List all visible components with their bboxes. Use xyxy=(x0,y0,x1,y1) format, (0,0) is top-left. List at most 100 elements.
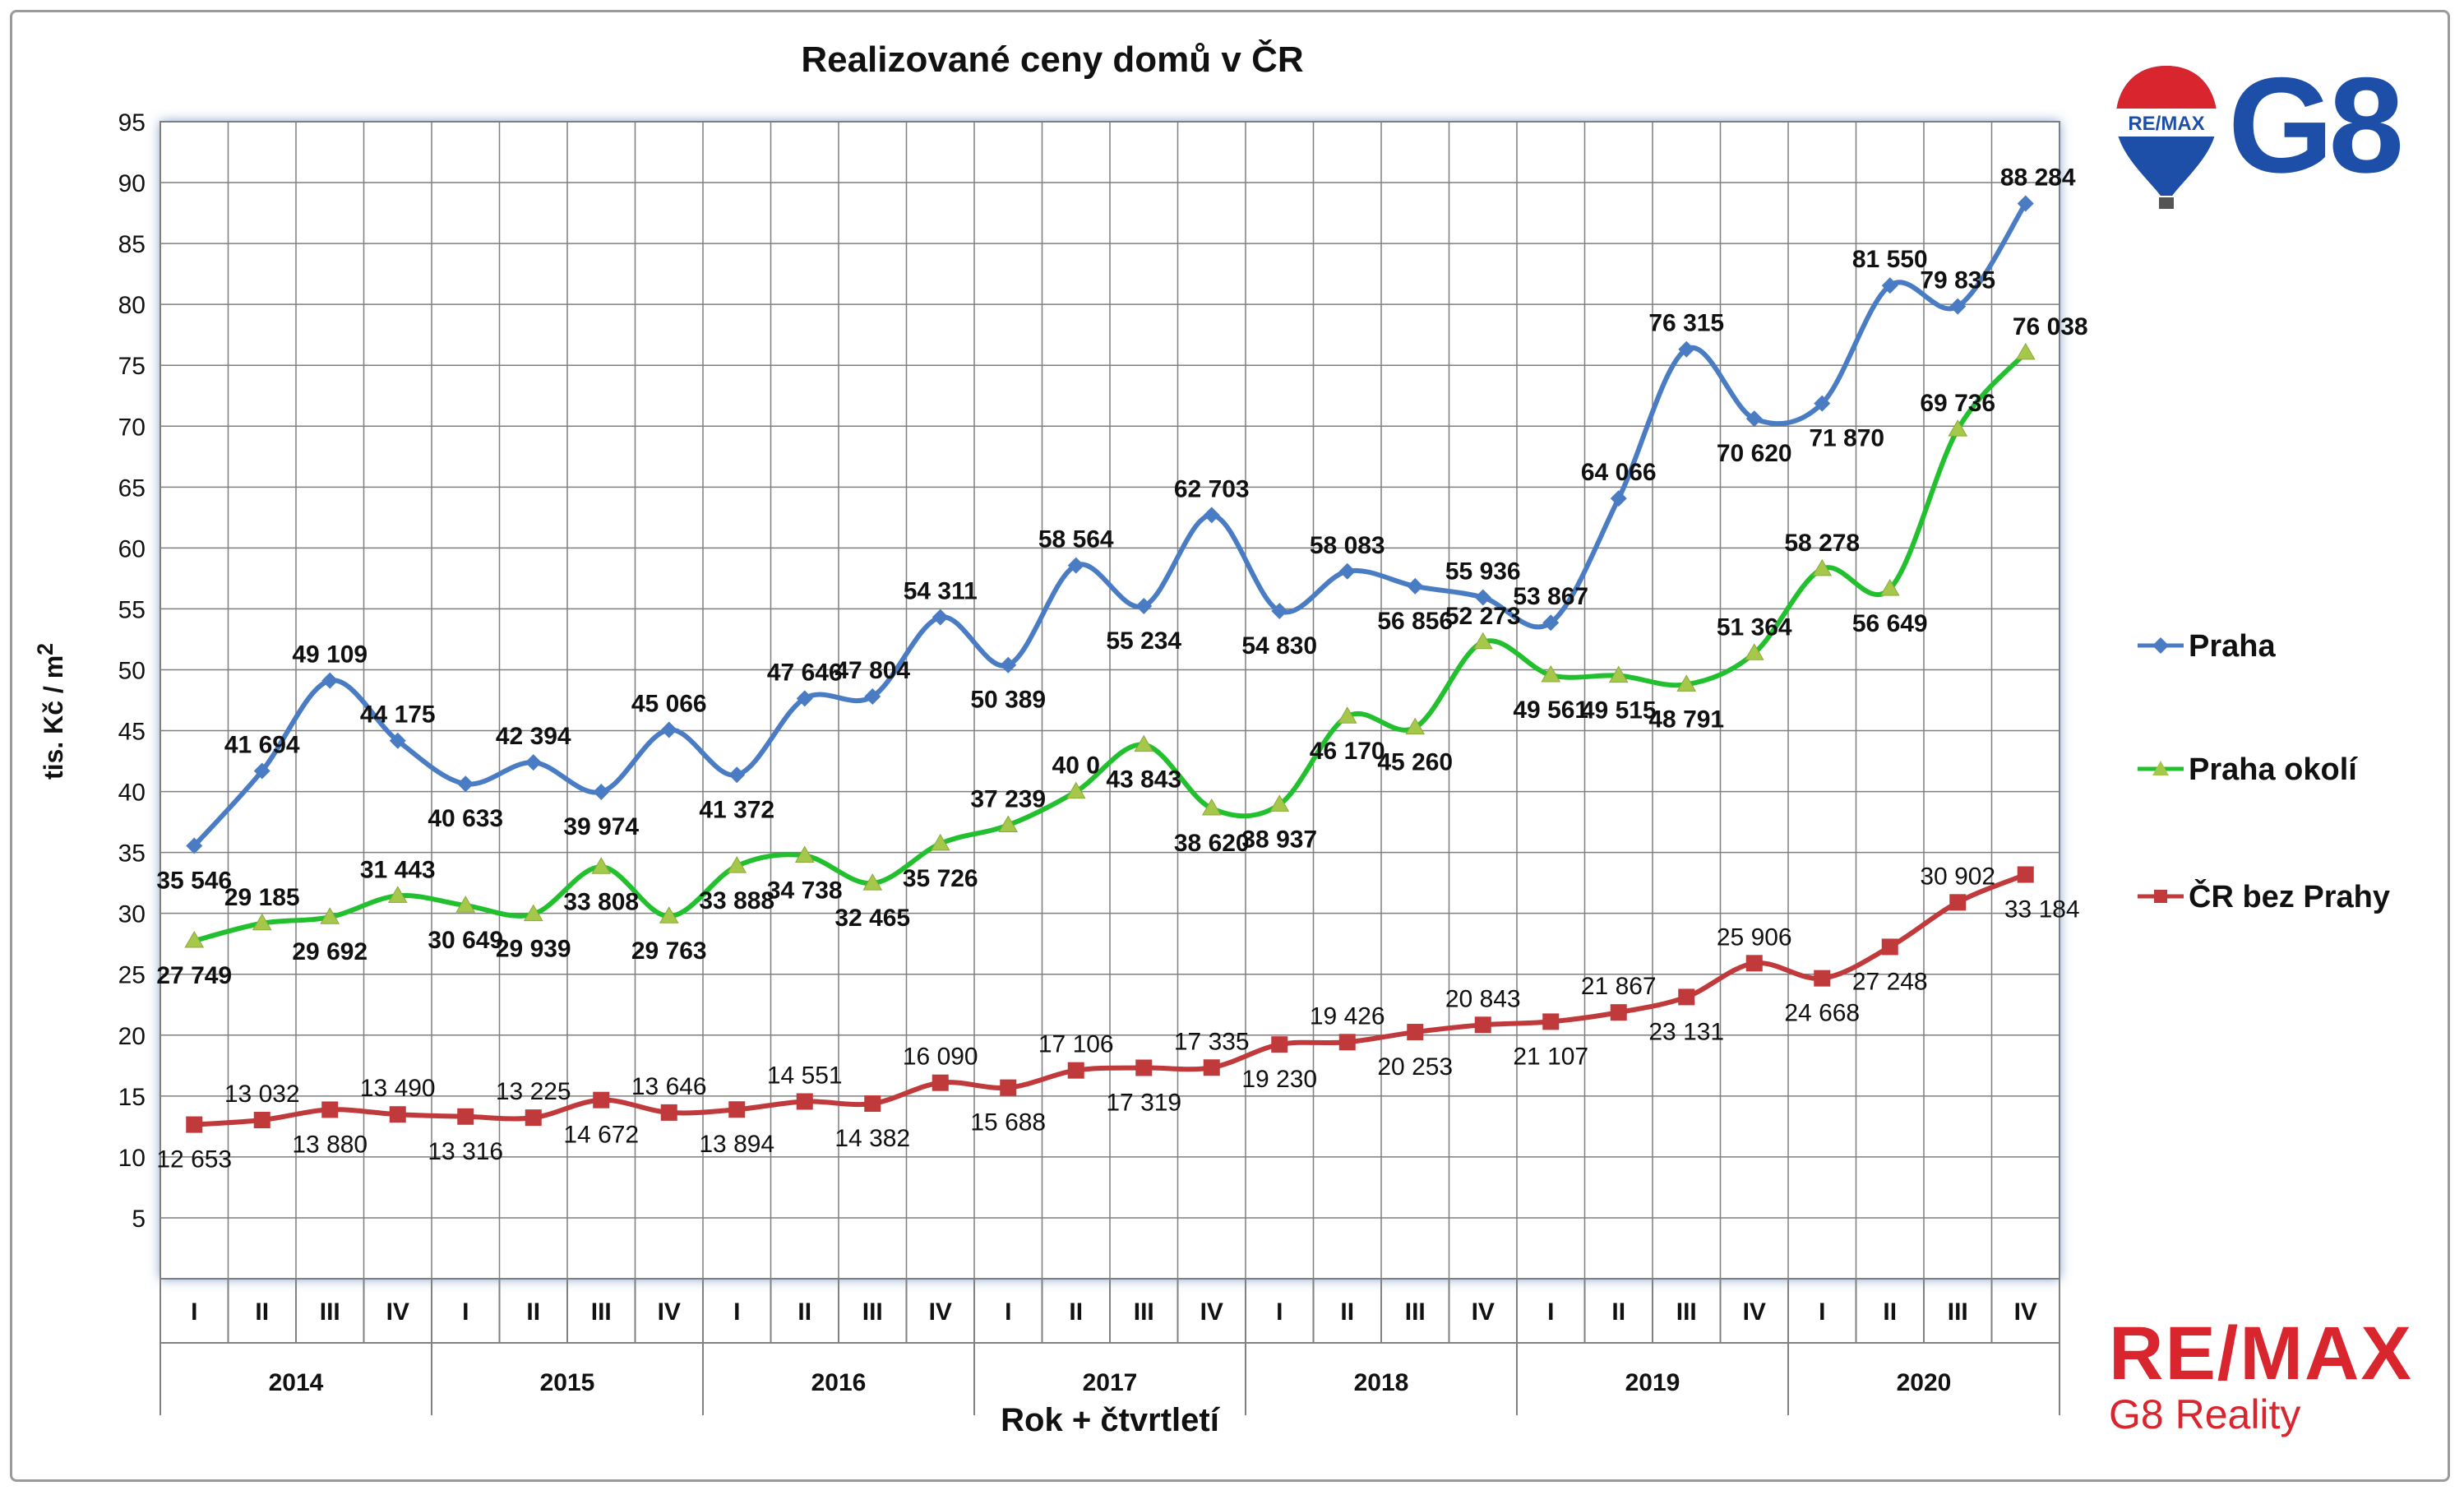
data-point-praha xyxy=(525,754,542,771)
data-label-cr-bez-prahy: 19 426 xyxy=(1310,1002,1385,1030)
data-label-cr-bez-prahy: 15 688 xyxy=(970,1109,1046,1136)
data-label-cr-bez-prahy: 17 106 xyxy=(1038,1031,1114,1058)
data-label-cr-bez-prahy: 12 653 xyxy=(156,1146,232,1173)
data-label-praha: 70 620 xyxy=(1717,440,1792,467)
x-quarter-label: IV xyxy=(1472,1298,1495,1326)
g8-logo-text: G8 xyxy=(2228,49,2404,201)
data-point-praha xyxy=(1949,298,1967,315)
data-label-cr-bez-prahy: 20 843 xyxy=(1445,985,1521,1012)
data-point-praha xyxy=(1067,557,1084,574)
data-label-cr-bez-prahy: 24 668 xyxy=(1784,1000,1860,1027)
data-label-praha-okoli: 48 791 xyxy=(1648,706,1724,733)
x-quarter-label: I xyxy=(1276,1298,1283,1326)
data-label-cr-bez-prahy: 13 490 xyxy=(360,1075,436,1102)
data-label-praha: 55 936 xyxy=(1445,558,1521,586)
data-point-praha xyxy=(1271,602,1288,619)
data-label-praha-okoli: 58 278 xyxy=(1784,530,1860,557)
data-point-praha-okoli xyxy=(659,906,679,923)
x-quarter-label: I xyxy=(1819,1298,1825,1326)
data-label-praha: 53 867 xyxy=(1513,583,1588,610)
data-point-praha xyxy=(186,837,203,854)
data-label-praha-okoli: 31 443 xyxy=(360,856,436,883)
y-tick-label: 25 xyxy=(118,962,146,989)
y-tick-label: 5 xyxy=(132,1206,146,1233)
x-year-label: 2016 xyxy=(811,1369,867,1396)
legend-marker-praha xyxy=(2138,637,2184,654)
data-label-cr-bez-prahy: 25 906 xyxy=(1717,923,1792,951)
data-point-praha-okoli xyxy=(320,907,340,924)
data-label-cr-bez-prahy: 21 107 xyxy=(1513,1043,1588,1070)
data-label-praha: 35 546 xyxy=(156,868,232,895)
x-quarter-label: II xyxy=(255,1298,269,1326)
balloon-text: RE/MAX xyxy=(2128,113,2204,135)
data-point-praha xyxy=(864,687,881,705)
data-point-cr-bez-prahy xyxy=(1881,938,1898,956)
data-point-praha xyxy=(1407,577,1424,595)
data-label-cr-bez-prahy: 13 225 xyxy=(496,1078,571,1105)
data-point-praha-okoli xyxy=(1948,419,1968,437)
data-label-praha-okoli: 45 260 xyxy=(1377,749,1453,776)
y-tick-label: 60 xyxy=(118,535,146,562)
data-label-praha-okoli: 40 0 xyxy=(1052,752,1100,780)
data-label-praha: 39 974 xyxy=(563,813,639,840)
data-label-praha: 62 703 xyxy=(1174,475,1250,502)
data-point-praha xyxy=(1542,614,1560,632)
data-point-praha-okoli xyxy=(455,896,476,913)
data-point-praha-okoli xyxy=(862,873,883,891)
data-point-cr-bez-prahy xyxy=(932,1074,949,1091)
data-label-praha: 55 234 xyxy=(1106,627,1181,655)
data-point-cr-bez-prahy xyxy=(1542,1013,1560,1030)
data-point-praha-okoli xyxy=(1744,643,1764,660)
data-point-praha-okoli xyxy=(1676,674,1697,692)
legend-marker-praha-okoli xyxy=(2138,761,2184,775)
remax-g8-logo-top: RE/MAX G8 xyxy=(2105,58,2417,222)
data-label-praha-okoli: 33 888 xyxy=(699,887,774,914)
data-label-praha: 81 550 xyxy=(1852,246,1928,273)
x-quarter-label: II xyxy=(1340,1298,1354,1326)
data-label-cr-bez-prahy: 13 032 xyxy=(224,1081,300,1108)
data-label-praha: 40 633 xyxy=(428,805,503,832)
data-point-cr-bez-prahy xyxy=(728,1101,746,1118)
data-label-praha-okoli: 49 561 xyxy=(1513,697,1588,724)
data-point-praha xyxy=(932,609,949,626)
x-year-label: 2019 xyxy=(1625,1369,1680,1396)
data-point-praha-okoli xyxy=(252,913,272,931)
data-point-praha xyxy=(1881,277,1898,294)
data-point-praha-okoli xyxy=(1879,579,1900,596)
x-quarter-label: II xyxy=(1611,1298,1625,1326)
legend-label-praha-okoli: Praha okolí xyxy=(2189,752,2357,787)
data-point-praha xyxy=(1474,589,1491,606)
x-quarter-label: III xyxy=(320,1298,340,1326)
legend-marker-cr-bez-prahy xyxy=(2138,890,2184,903)
data-label-praha-okoli: 69 736 xyxy=(1920,390,1995,417)
x-quarter-label: II xyxy=(797,1298,811,1326)
data-point-praha-okoli xyxy=(591,857,612,874)
data-label-cr-bez-prahy: 19 230 xyxy=(1241,1066,1317,1093)
data-label-praha-okoli: 38 937 xyxy=(1241,826,1317,853)
chart-title: Realizované ceny domů v ČR xyxy=(801,39,1304,80)
data-label-praha-okoli: 30 649 xyxy=(428,927,503,954)
data-point-cr-bez-prahy xyxy=(253,1111,270,1128)
x-quarter-label: III xyxy=(591,1298,612,1326)
data-point-cr-bez-prahy xyxy=(321,1101,339,1118)
data-point-cr-bez-prahy xyxy=(1338,1034,1356,1051)
data-point-praha xyxy=(660,721,677,738)
y-tick-label: 30 xyxy=(118,901,146,928)
data-point-praha xyxy=(593,783,610,800)
data-point-cr-bez-prahy xyxy=(1814,970,1831,987)
data-point-praha-okoli xyxy=(1066,781,1086,799)
data-label-cr-bez-prahy: 16 090 xyxy=(903,1044,978,1071)
y-tick-label: 10 xyxy=(118,1145,146,1172)
data-label-cr-bez-prahy: 33 184 xyxy=(2004,896,2080,923)
y-axis-label: tis. Kč / m2 xyxy=(33,643,68,780)
data-point-praha-okoli xyxy=(387,886,408,903)
data-label-praha-okoli: 76 038 xyxy=(2013,313,2088,340)
data-label-praha: 58 083 xyxy=(1310,532,1385,559)
balloon-icon: RE/MAX xyxy=(2115,66,2218,209)
y-tick-label: 75 xyxy=(118,353,146,380)
data-point-cr-bez-prahy xyxy=(457,1108,474,1125)
data-label-praha-okoli: 33 808 xyxy=(563,888,639,915)
y-tick-label: 70 xyxy=(118,414,146,441)
data-label-praha: 44 175 xyxy=(360,701,436,729)
data-label-praha-okoli: 35 726 xyxy=(903,865,978,892)
